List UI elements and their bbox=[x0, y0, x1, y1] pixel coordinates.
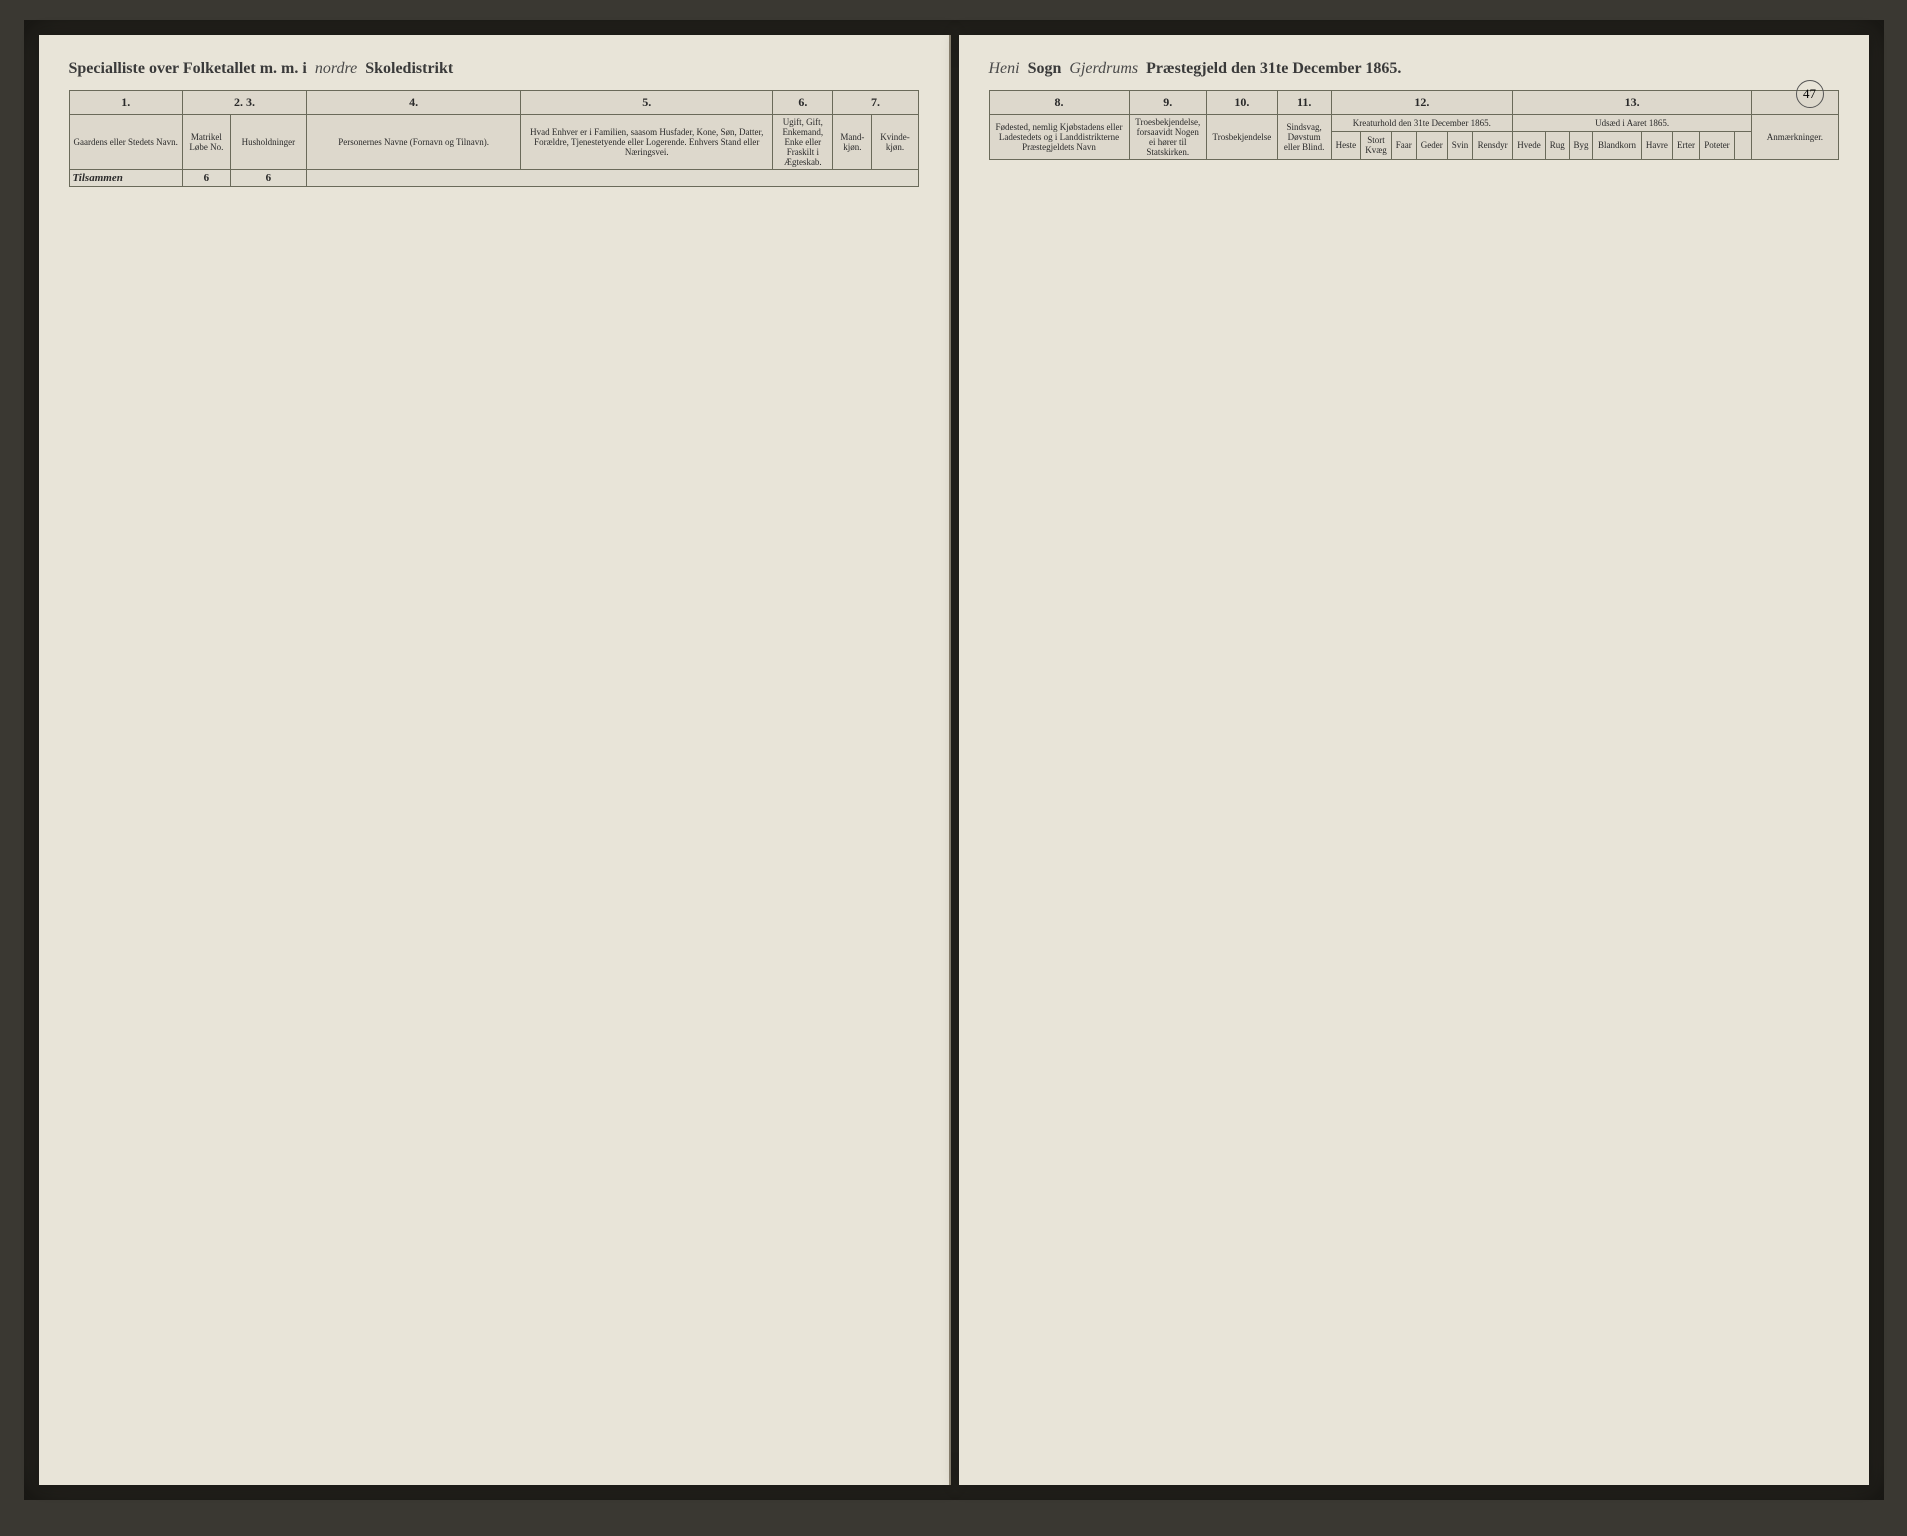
h6: Ugift, Gift, Enkemand, Enke eller Fraski… bbox=[773, 115, 833, 170]
h8: Fødested, nemlig Kjøbstadens eller Lades… bbox=[989, 115, 1129, 160]
c13: 13. bbox=[1513, 91, 1752, 115]
hanm: Anmærkninger. bbox=[1752, 115, 1838, 160]
right-table: 8. 9. 10. 11. 12. 13. Fødested, nemlig K… bbox=[989, 90, 1839, 160]
header-district: nordre bbox=[315, 60, 357, 78]
c10: 10. bbox=[1207, 91, 1278, 115]
h12t: Kreaturhold den 31te December 1865. bbox=[1331, 115, 1512, 132]
h1: Gaardens eller Stedets Navn. bbox=[69, 115, 182, 170]
left-total-row: Tilsammen 6 6 bbox=[69, 170, 918, 187]
h5: Hvad Enhver er i Familien, saasom Husfad… bbox=[521, 115, 773, 170]
h10: Trosbekjendelse bbox=[1207, 115, 1278, 160]
left-page: Specialliste over Folketallet m. m. i no… bbox=[39, 35, 951, 1485]
right-page: 47 Heni Sogn Gjerdrums Præstegjeld den 3… bbox=[959, 35, 1869, 1485]
col-7: 7. bbox=[833, 91, 918, 115]
h9: Troesbekjendelse, forsaavidt Nogen ei hø… bbox=[1129, 115, 1206, 160]
header-prefix: Specialliste over Folketallet m. m. i bbox=[69, 60, 307, 78]
h7k: Kvinde-kjøn. bbox=[872, 115, 918, 170]
col-1: 1. bbox=[69, 91, 182, 115]
col-5: 5. bbox=[521, 91, 773, 115]
c12: 12. bbox=[1331, 91, 1512, 115]
h13t: Udsæd i Aaret 1865. bbox=[1513, 115, 1752, 132]
c9: 9. bbox=[1129, 91, 1206, 115]
left-table: 1. 2. 3. 4. 5. 6. 7. Gaardens eller Sted… bbox=[69, 90, 919, 187]
sogn-lbl: Sogn bbox=[1028, 60, 1062, 78]
c11: 11. bbox=[1277, 91, 1331, 115]
canm bbox=[1752, 91, 1838, 115]
h4: Personernes Navne (Fornavn og Tilnavn). bbox=[307, 115, 521, 170]
preste: Gjerdrums bbox=[1069, 60, 1138, 78]
h11: Sindsvag, Døvstum eller Blind. bbox=[1277, 115, 1331, 160]
tilsammen-l: Tilsammen bbox=[69, 170, 182, 187]
page-number: 47 bbox=[1796, 80, 1824, 108]
col-23: 2. 3. bbox=[182, 91, 306, 115]
sogn: Heni bbox=[989, 60, 1020, 78]
header-suffix: Skoledistrikt bbox=[365, 60, 453, 78]
right-header: Heni Sogn Gjerdrums Præstegjeld den 31te… bbox=[989, 60, 1839, 78]
h2: Matrikel Løbe No. bbox=[182, 115, 230, 170]
census-book: Specialliste over Folketallet m. m. i no… bbox=[24, 20, 1884, 1500]
lt-fam: 6 bbox=[182, 170, 230, 187]
col-4: 4. bbox=[307, 91, 521, 115]
h3: Husholdninger bbox=[230, 115, 306, 170]
preste-suf: Præstegjeld den 31te December 1865. bbox=[1146, 60, 1401, 78]
lt-hh: 6 bbox=[230, 170, 306, 187]
c8: 8. bbox=[989, 91, 1129, 115]
left-header: Specialliste over Folketallet m. m. i no… bbox=[69, 60, 919, 78]
h7m: Mand-kjøn. bbox=[833, 115, 872, 170]
col-6: 6. bbox=[773, 91, 833, 115]
